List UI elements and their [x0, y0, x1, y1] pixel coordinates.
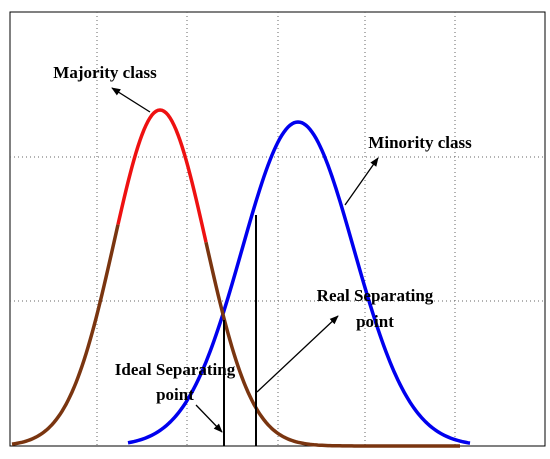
curve — [116, 108, 208, 243]
real-label: Real Separating — [317, 286, 434, 305]
majority-label: Majority class — [53, 63, 157, 82]
real-label: point — [356, 312, 394, 331]
curves — [11, 108, 471, 448]
ideal-label: point — [156, 385, 194, 404]
grid — [10, 12, 545, 446]
arrow — [111, 87, 151, 113]
curve — [127, 120, 471, 445]
ideal-label: Ideal Separating — [115, 360, 236, 379]
curve — [204, 241, 460, 448]
arrow — [195, 404, 223, 433]
curve — [11, 224, 120, 446]
arrow — [256, 315, 339, 393]
arrow — [344, 157, 379, 206]
minority-label: Minority class — [368, 133, 472, 152]
